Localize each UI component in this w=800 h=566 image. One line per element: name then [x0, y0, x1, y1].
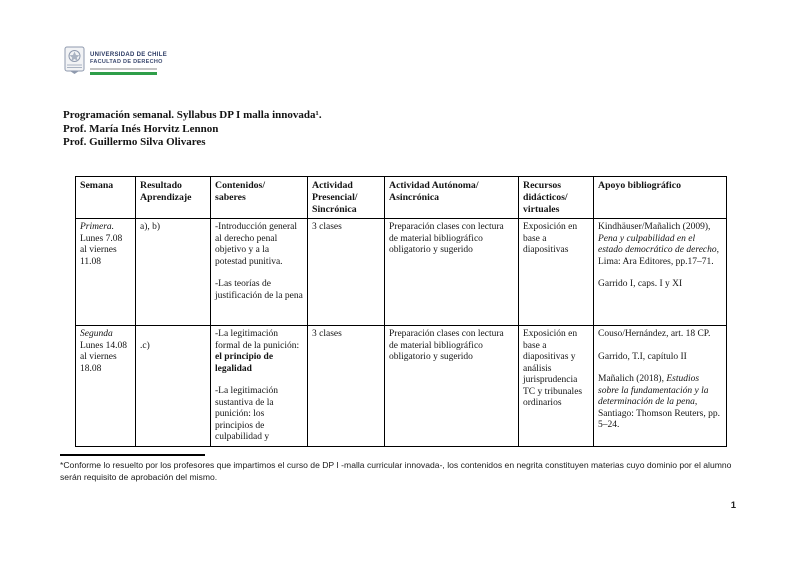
- week-2-autonomous: Preparación clases con lectura de materi…: [389, 329, 504, 362]
- week-2-contents-p2: -La legitimación sustantiva de la punici…: [215, 386, 279, 442]
- week-2-biblio-p3: Mañalich (2018), Estudios sobre la funda…: [598, 374, 720, 430]
- week-1-learning-outcomes: a), b): [140, 222, 161, 232]
- cell-week-1-actividad-presencial: 3 clases: [307, 218, 385, 326]
- week-2-name: Segunda: [80, 329, 113, 339]
- document-title: Programación semanal. Syllabus DP I mall…: [63, 109, 322, 121]
- cell-week-1-recursos: Exposición en base a diapositivas: [518, 218, 594, 326]
- week-2-biblio-p2: Garrido, T.I, capítulo II: [598, 351, 687, 362]
- col-header-recursos-didacticos: Recursos didácticos/ virtuales: [518, 176, 594, 219]
- cell-week-2-actividad-autonoma: Preparación clases con lectura de materi…: [384, 325, 519, 447]
- university-logo: UNIVERSIDAD DE CHILE FACULTAD DE DERECHO: [64, 46, 167, 75]
- week-1-in-person: 3 clases: [312, 222, 342, 232]
- week-2-resources: Exposición en base a diapositivas y anál…: [523, 329, 583, 408]
- table-header-row: Semana Resultado Aprendizaje Contenidos/…: [75, 176, 727, 219]
- footnote-text: *Conforme lo resuelto por los profesores…: [60, 460, 732, 482]
- week-1-biblio-p2: Garrido I, caps. I y XI: [598, 279, 683, 289]
- col-header-apoyo-bibliografico: Apoyo bibliográfico: [593, 176, 727, 219]
- cell-week-2-contenidos: -La legitimación formal de la punición: …: [210, 325, 308, 447]
- footnote-separator: [60, 454, 205, 456]
- logo-tagline-strip: [90, 68, 157, 70]
- cell-week-2-apoyo: Couso/Hernández, art. 18 CP. Garrido, T.…: [593, 325, 727, 447]
- week-1-dates: Lunes 7.08 al viernes 11.08: [80, 233, 123, 267]
- logo-university-name: UNIVERSIDAD DE CHILE: [90, 52, 168, 58]
- cell-week-1-apoyo: Kindhäuser/Mañalich (2009), Pena y culpa…: [593, 218, 727, 326]
- table-row-week-1: Primera. Lunes 7.08 al viernes 11.08 a),…: [75, 218, 727, 326]
- professor-line-2: Prof. Guillermo Silva Olivares: [63, 136, 206, 148]
- week-2-dates: Lunes 14.08 al viernes 18.08: [80, 340, 127, 374]
- university-emblem-icon: [64, 46, 85, 74]
- week-2-in-person: 3 clases: [312, 329, 342, 339]
- logo-faculty-name: FACULTAD DE DERECHO: [90, 59, 163, 65]
- col-header-contenidos-saberes: Contenidos/ saberes: [210, 176, 308, 219]
- professor-line-1: Prof. María Inés Horvitz Lennon: [63, 122, 219, 135]
- col-header-semana: Semana: [75, 176, 136, 219]
- week-2-contents-p1: -La legitimación formal de la punición: …: [215, 329, 300, 374]
- week-1-contents-p1: -Introducción general al derecho penal o…: [215, 222, 298, 267]
- week-2-learning-outcomes: .c): [140, 341, 150, 351]
- cell-week-1-resultado: a), b): [135, 218, 211, 326]
- table-row-week-2: Segunda Lunes 14.08 al viernes 18.08 .c)…: [75, 325, 727, 447]
- cell-week-1-semana: Primera. Lunes 7.08 al viernes 11.08: [75, 218, 136, 326]
- col-header-actividad-autonoma: Actividad Autónoma/ Asincrónica: [384, 176, 519, 219]
- logo-green-bar: [90, 72, 157, 75]
- cell-week-1-contenidos: -Introducción general al derecho penal o…: [210, 218, 308, 326]
- cell-week-2-semana: Segunda Lunes 14.08 al viernes 18.08: [75, 325, 136, 447]
- logo-text-block: UNIVERSIDAD DE CHILE FACULTAD DE DERECHO: [90, 46, 167, 75]
- cell-week-2-actividad-presencial: 3 clases: [307, 325, 385, 447]
- week-2-biblio-p1: Couso/Hernández, art. 18 CP.: [598, 329, 711, 339]
- week-1-autonomous: Preparación clases con lectura de materi…: [389, 222, 504, 255]
- syllabus-table: Semana Resultado Aprendizaje Contenidos/…: [75, 176, 727, 447]
- page-number: 1: [730, 500, 736, 511]
- cell-week-2-recursos: Exposición en base a diapositivas y anál…: [518, 325, 594, 447]
- week-1-resources: Exposición en base a diapositivas: [523, 222, 578, 255]
- week-1-contents-p2: -Las teorías de justificación de la pena: [215, 279, 303, 301]
- col-header-resultado-aprendizaje: Resultado Aprendizaje: [135, 176, 211, 219]
- cell-week-2-resultado: .c): [135, 325, 211, 447]
- week-1-name: Primera.: [80, 222, 115, 232]
- cell-week-1-actividad-autonoma: Preparación clases con lectura de materi…: [384, 218, 519, 326]
- week-1-biblio-p1: Kindhäuser/Mañalich (2009), Pena y culpa…: [598, 222, 719, 267]
- col-header-actividad-presencial: Actividad Presencial/ Sincrónica: [307, 176, 385, 219]
- document-header: Programación semanal. Syllabus DP I mall…: [63, 109, 322, 150]
